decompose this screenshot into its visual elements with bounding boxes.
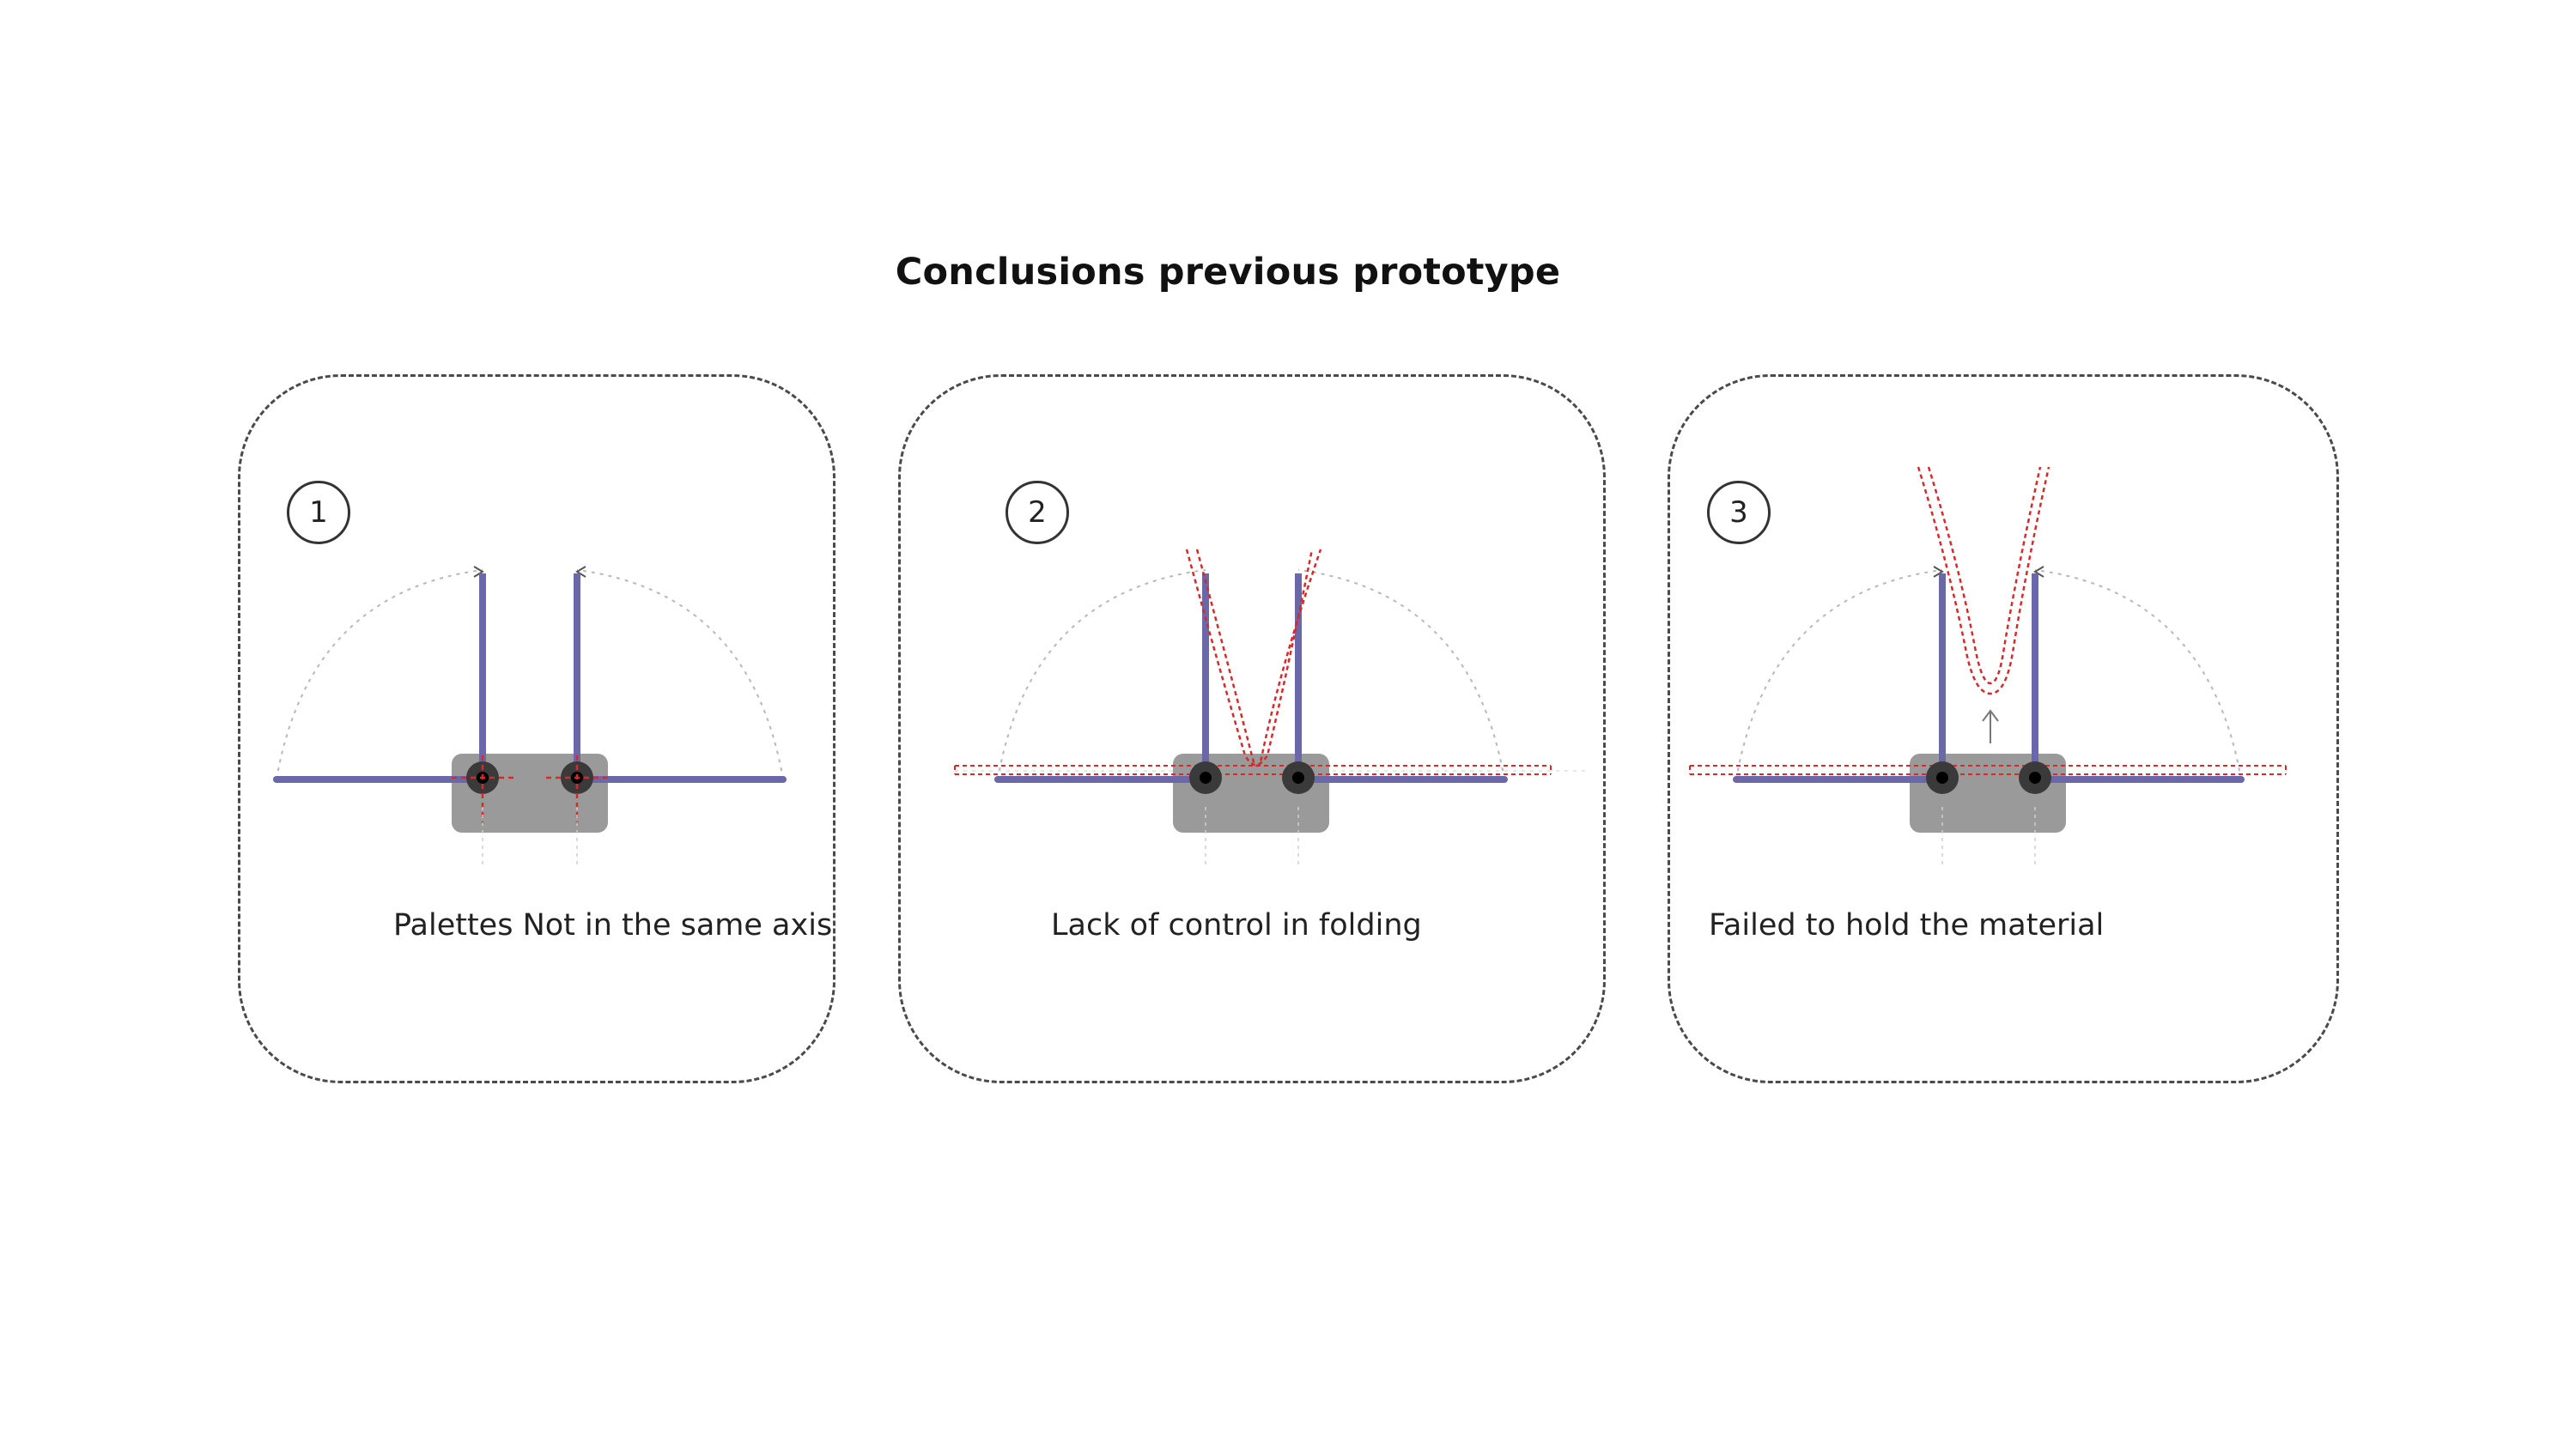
panel-folding-control bbox=[898, 374, 1606, 1083]
step-number-3: 3 bbox=[1707, 481, 1771, 544]
caption-hold-material: Failed to hold the material bbox=[1709, 908, 2105, 943]
step-number-2: 2 bbox=[1005, 481, 1069, 544]
panel-hold-material bbox=[1668, 374, 2339, 1083]
step-number-1: 1 bbox=[287, 481, 350, 544]
caption-folding-control: Lack of control in folding bbox=[1051, 908, 1422, 943]
caption-palettes-axis: Palettes Not in the same axis bbox=[393, 908, 833, 943]
page-title: Conclusions previous prototype bbox=[895, 251, 1561, 294]
panel-palettes-axis bbox=[238, 374, 835, 1083]
